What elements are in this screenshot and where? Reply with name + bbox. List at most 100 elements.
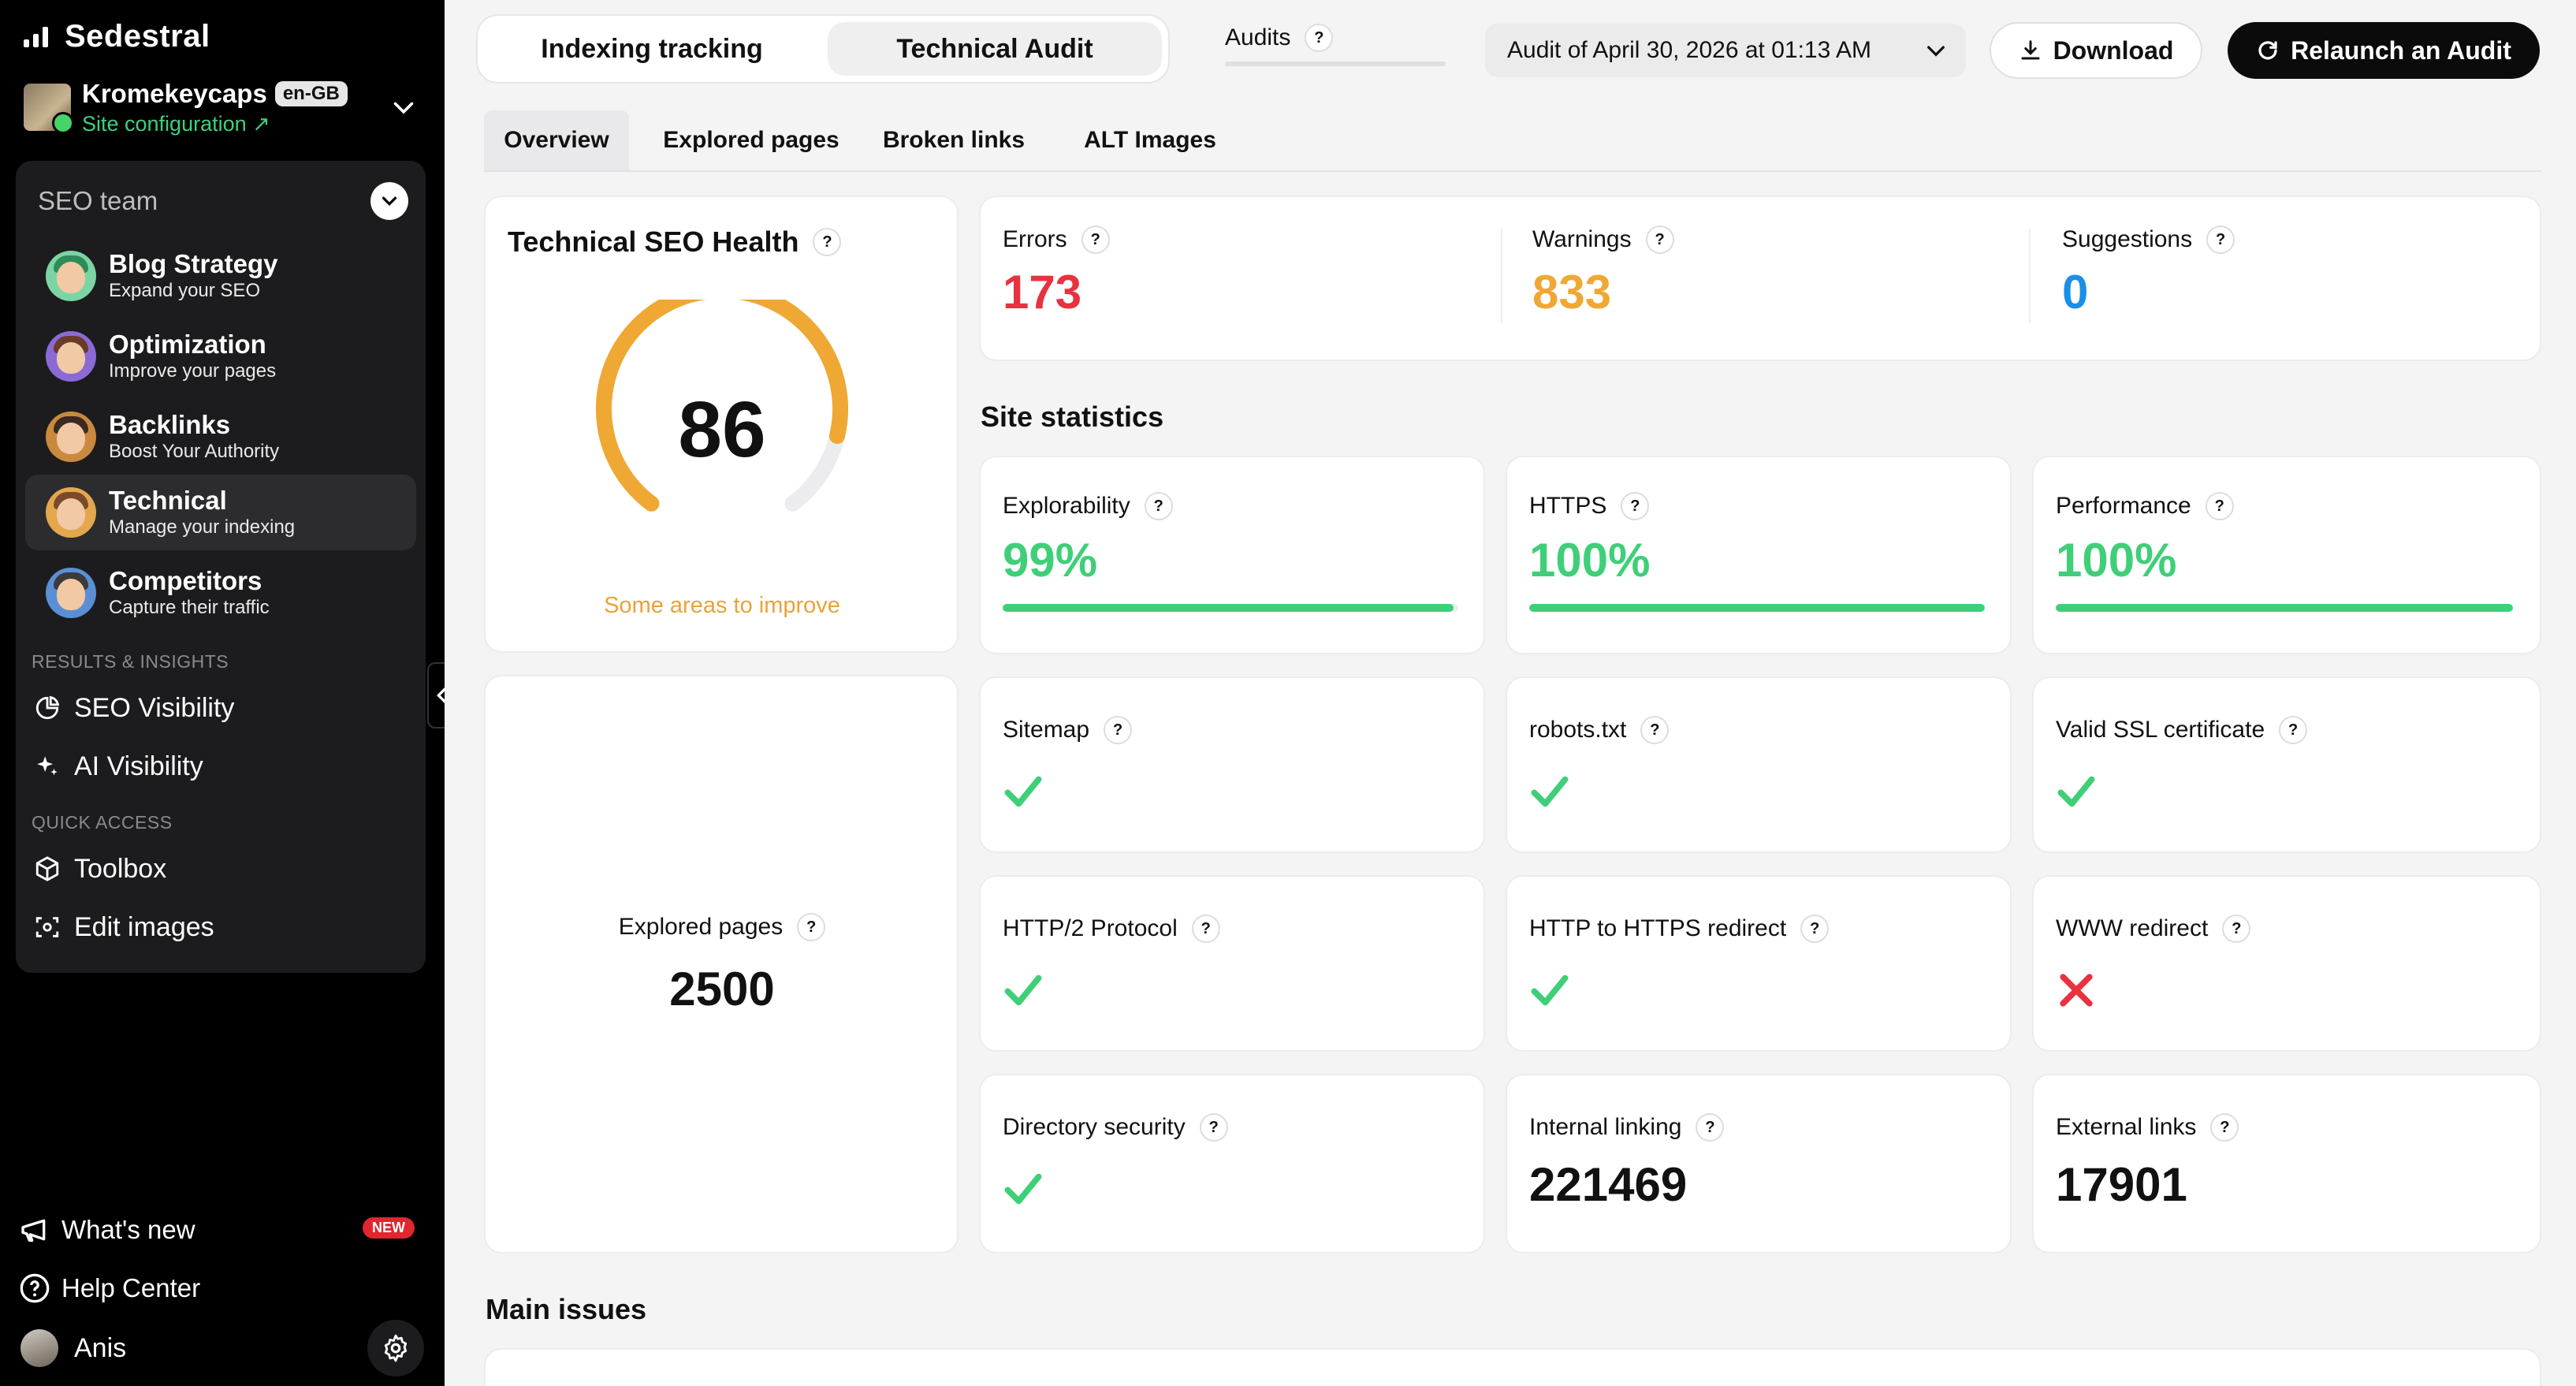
agent-blog-strategy[interactable]: Blog Strategy Expand your SEO (25, 238, 416, 314)
health-score: 86 (678, 386, 766, 474)
results-section-label: RESULTS & INSIGHTS (32, 651, 229, 672)
checkmark-icon (1004, 1173, 1042, 1205)
check-label: HTTP to HTTPS redirect (1529, 915, 1787, 941)
help-center-label: Help Center (61, 1273, 201, 1302)
audit-select[interactable]: Audit of April 30, 2026 at 01:13 AM (1485, 24, 1966, 77)
tab-explored-pages[interactable]: Explored pages (663, 127, 839, 153)
warnings-metric[interactable]: Warnings? 833 (1532, 225, 1674, 319)
help-icon[interactable]: ? (1696, 1113, 1725, 1142)
explored-pages-value: 2500 (669, 963, 775, 1015)
check-http-to-https: HTTP to HTTPS redirect? (1506, 875, 2012, 1052)
health-status: Some areas to improve (604, 593, 840, 618)
tab-technical-audit[interactable]: Technical Audit (828, 22, 1162, 76)
help-icon[interactable]: ? (1199, 1113, 1228, 1142)
checkmark-icon (1528, 968, 1572, 1016)
checkmark-icon (1001, 1167, 1045, 1215)
checkmark-icon (1001, 769, 1045, 818)
help-circle-icon (20, 1273, 50, 1303)
site-switcher[interactable]: Kromekeycaps en-GB Site configuration ↗ (24, 76, 418, 139)
check-label: Sitemap (1003, 717, 1090, 743)
agent-title: Blog Strategy (109, 249, 278, 278)
nav-toolbox[interactable]: Toolbox (32, 847, 166, 891)
tab-broken-links[interactable]: Broken links (882, 127, 1026, 153)
help-icon[interactable]: ? (1081, 225, 1110, 254)
nav-seo-visibility[interactable]: SEO Visibility (32, 686, 234, 730)
suggestions-value: 0 (2062, 266, 2089, 319)
main-issues-card (484, 1348, 2541, 1386)
agent-avatar (46, 331, 96, 382)
stat-value: 17901 (2056, 1158, 2187, 1211)
avatar (20, 1329, 58, 1367)
errors-metric[interactable]: Errors? 173 (1003, 225, 1110, 319)
stat-progress-bar (2056, 604, 2513, 612)
site-configuration-link[interactable]: Site configuration ↗ (82, 111, 270, 136)
help-icon[interactable]: ? (1800, 915, 1830, 943)
sidebar: Sedestral Kromekeycaps en-GB Site config… (0, 0, 445, 1386)
chevron-down-icon[interactable] (370, 182, 408, 220)
agent-optimization[interactable]: Optimization Improve your pages (25, 319, 416, 394)
cube-icon (32, 853, 63, 885)
checkmark-icon (1531, 974, 1569, 1006)
team-panel: SEO team Blog Strategy Expand your SEO Op… (16, 161, 426, 973)
stat-label: Performance (2056, 493, 2191, 519)
errors-value: 173 (1003, 266, 1082, 319)
warnings-value: 833 (1532, 266, 1612, 319)
bar-chart-logo-icon (24, 26, 50, 47)
nav-ai-visibility[interactable]: AI Visibility (32, 744, 203, 788)
help-icon[interactable]: ? (797, 913, 826, 941)
help-icon[interactable]: ? (2210, 1113, 2239, 1142)
audit-select-value: Audit of April 30, 2026 at 01:13 AM (1507, 37, 1871, 63)
help-icon[interactable]: ? (1104, 716, 1133, 744)
help-icon[interactable]: ? (813, 228, 842, 256)
tab-alt-images[interactable]: ALT Images (1084, 127, 1216, 153)
stat-value: 100% (2056, 534, 2177, 587)
agent-avatar (46, 487, 96, 538)
brand[interactable]: Sedestral (24, 19, 210, 54)
nav-label: Toolbox (74, 853, 167, 884)
help-icon[interactable]: ? (1640, 716, 1670, 744)
agent-competitors[interactable]: Competitors Capture their traffic (25, 555, 416, 631)
team-header[interactable]: SEO team (38, 181, 408, 221)
quick-access-label: QUICK ACCESS (32, 812, 173, 833)
errors-label: Errors (1003, 226, 1067, 252)
help-icon[interactable]: ? (1621, 492, 1650, 520)
checkmark-icon (1001, 968, 1045, 1016)
download-button[interactable]: Download (1990, 22, 2202, 79)
site-statistics-title: Site statistics (981, 401, 1164, 433)
relaunch-audit-button[interactable]: Relaunch an Audit (2228, 22, 2540, 79)
help-icon[interactable]: ? (2205, 492, 2234, 520)
checkmark-icon (1531, 776, 1569, 807)
tab-indexing-tracking[interactable]: Indexing tracking (541, 33, 763, 64)
help-icon[interactable]: ? (1645, 225, 1674, 254)
health-gauge (596, 300, 848, 512)
audits-control[interactable]: Audits? (1225, 24, 1446, 66)
agent-backlinks[interactable]: Backlinks Boost Your Authority (25, 399, 416, 475)
stat-value: 100% (1529, 534, 1651, 587)
help-icon[interactable]: ? (1305, 24, 1334, 52)
help-center-link[interactable]: Help Center (19, 1266, 200, 1310)
whats-new-link[interactable]: What's new (19, 1208, 195, 1252)
help-icon[interactable]: ? (1144, 492, 1173, 520)
stat-label: Explorability (1003, 493, 1130, 519)
user-profile[interactable]: Anis (20, 1329, 126, 1367)
agent-technical[interactable]: Technical Manage your indexing (25, 475, 416, 550)
agent-subtitle: Expand your SEO (109, 280, 261, 301)
settings-button[interactable] (367, 1320, 424, 1377)
nav-edit-images[interactable]: Edit images (32, 905, 214, 949)
nav-label: Edit images (74, 911, 214, 942)
help-icon[interactable]: ? (1191, 915, 1220, 943)
suggestions-metric[interactable]: Suggestions? 0 (2062, 225, 2235, 319)
stat-internal-linking: Internal linking? 221469 (1506, 1074, 2012, 1254)
checkmark-icon (1528, 769, 1572, 818)
help-icon[interactable]: ? (2279, 716, 2308, 744)
checkmark-icon (2054, 769, 2098, 818)
stat-explorability: Explorability? 99% (979, 456, 1485, 654)
image-scan-icon (32, 911, 63, 943)
audits-label: Audits (1225, 24, 1291, 50)
help-icon[interactable]: ? (2222, 915, 2251, 943)
stat-external-links: External links? 17901 (2032, 1074, 2541, 1254)
stat-label: HTTPS (1529, 493, 1607, 519)
chevron-down-icon[interactable] (389, 93, 418, 121)
tab-overview[interactable]: Overview (484, 110, 629, 170)
help-icon[interactable]: ? (2206, 225, 2235, 254)
